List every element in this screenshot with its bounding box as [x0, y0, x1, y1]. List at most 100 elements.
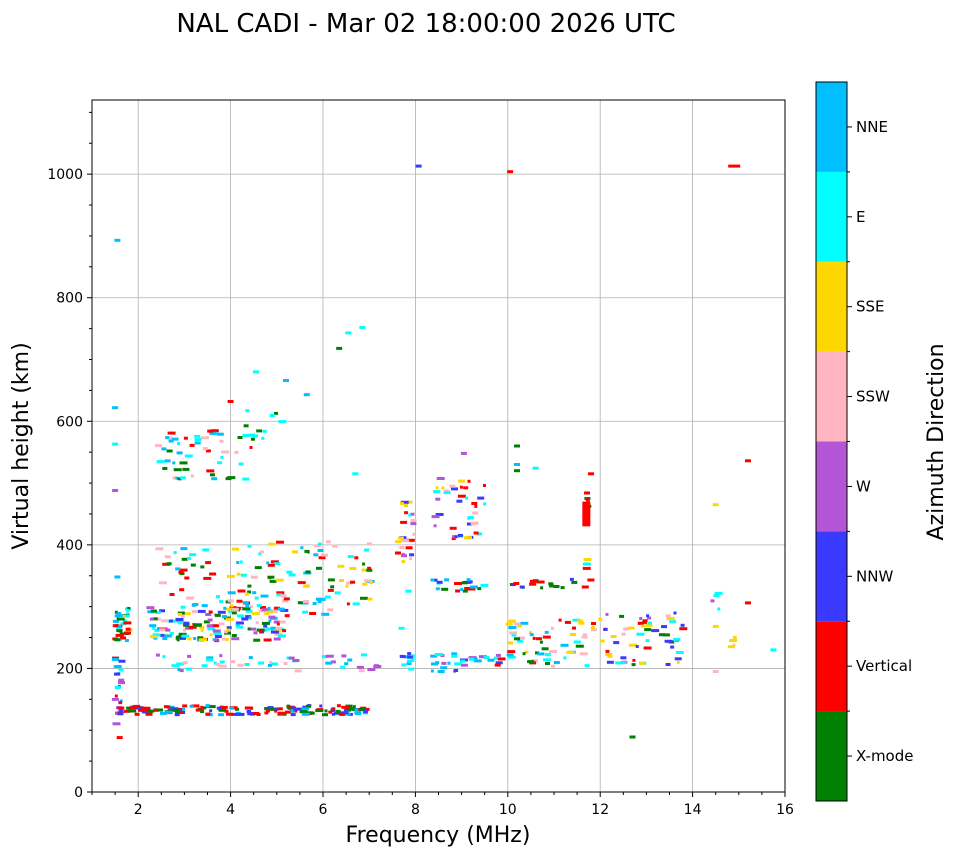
data-point — [551, 664, 555, 668]
data-point — [301, 707, 310, 711]
data-point — [324, 595, 331, 599]
data-point — [114, 686, 121, 689]
data-point — [250, 437, 255, 441]
data-point — [112, 442, 119, 446]
data-point — [250, 605, 254, 609]
data-point — [263, 638, 272, 642]
data-point — [223, 630, 228, 634]
data-point — [179, 461, 188, 465]
data-point — [645, 623, 653, 627]
data-points — [111, 164, 777, 740]
data-point — [619, 614, 625, 618]
data-point — [364, 548, 370, 552]
data-point — [401, 663, 407, 667]
data-point — [409, 557, 413, 561]
chart-title: NAL CADI - Mar 02 18:00:00 2026 UTC — [176, 9, 675, 39]
data-point — [155, 547, 164, 551]
data-point — [126, 706, 132, 710]
data-point — [674, 657, 682, 661]
data-point — [404, 504, 408, 507]
data-point — [573, 640, 581, 644]
data-point — [548, 582, 554, 586]
data-point — [117, 706, 125, 710]
data-point — [164, 710, 173, 714]
data-point — [175, 617, 184, 621]
data-point — [451, 487, 458, 491]
data-point — [317, 600, 322, 604]
data-point — [572, 626, 576, 630]
data-point — [282, 629, 287, 633]
data-point — [579, 652, 588, 656]
data-point — [449, 526, 457, 530]
data-point — [461, 581, 468, 585]
data-point — [224, 709, 229, 713]
data-point — [183, 623, 190, 627]
data-point — [367, 566, 372, 570]
data-point — [260, 606, 266, 609]
x-tick-label: 2 — [134, 802, 143, 818]
data-point — [517, 636, 526, 640]
data-point — [158, 581, 167, 585]
data-point — [124, 709, 131, 713]
data-point — [717, 607, 721, 611]
colorbar-label: Azimuth Direction — [924, 343, 949, 540]
data-point — [188, 625, 197, 629]
data-point — [341, 654, 347, 658]
data-point — [536, 580, 545, 584]
data-point — [264, 707, 270, 711]
data-point — [270, 626, 276, 630]
data-point — [201, 664, 208, 668]
data-point — [264, 711, 269, 715]
data-point — [571, 580, 578, 584]
data-point — [283, 597, 290, 601]
data-point — [230, 604, 234, 608]
data-point — [532, 466, 539, 470]
data-point — [673, 611, 677, 615]
data-point — [212, 629, 221, 633]
data-point — [206, 469, 215, 473]
data-point — [200, 436, 209, 440]
data-point — [522, 652, 526, 656]
data-point — [211, 624, 220, 628]
data-point — [362, 582, 368, 586]
data-point — [401, 552, 405, 556]
data-point — [529, 582, 537, 586]
data-point — [237, 614, 245, 618]
data-point — [235, 623, 240, 627]
data-point — [156, 460, 165, 464]
plot-frame — [91, 99, 786, 793]
data-point — [184, 454, 193, 458]
data-point — [537, 652, 545, 656]
data-point — [169, 619, 173, 623]
data-point — [299, 710, 305, 714]
data-point — [583, 558, 592, 561]
data-point — [193, 637, 197, 640]
data-point — [153, 708, 159, 712]
data-point — [436, 580, 443, 584]
data-point — [535, 651, 539, 655]
data-point — [613, 641, 620, 645]
data-point — [175, 635, 181, 639]
y-tick-label: 600 — [56, 414, 83, 430]
data-point — [514, 444, 520, 448]
data-point — [283, 662, 288, 665]
data-point — [467, 587, 476, 591]
data-point — [177, 477, 182, 481]
data-point — [263, 624, 268, 628]
data-point — [360, 596, 368, 600]
data-point — [362, 562, 366, 566]
data-point — [209, 633, 213, 637]
data-point — [251, 712, 260, 715]
data-point — [270, 560, 279, 564]
data-point — [553, 661, 560, 664]
y-axis-ticks: 0 200 400 600 800 1000 — [47, 111, 92, 801]
data-point — [238, 462, 244, 466]
data-point — [464, 536, 472, 540]
data-point — [219, 600, 224, 603]
colorbar-label-nne: NNE — [856, 118, 888, 136]
data-point — [227, 599, 234, 603]
data-point — [112, 722, 121, 726]
data-point — [170, 707, 179, 711]
data-point — [297, 581, 306, 585]
